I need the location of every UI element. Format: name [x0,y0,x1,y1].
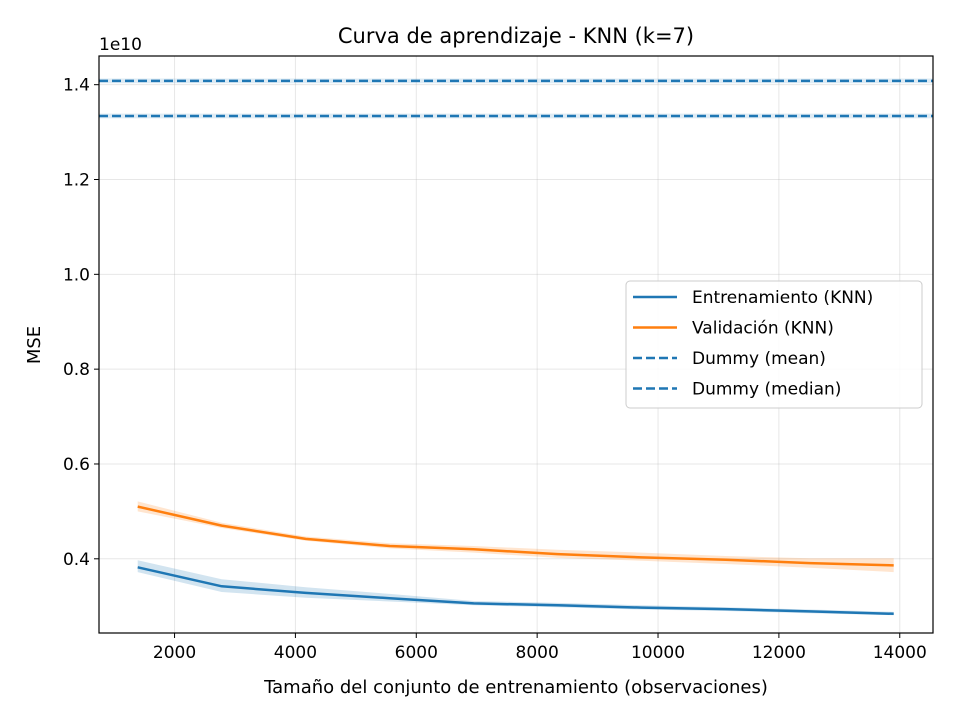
plot-area-frame [98,55,934,634]
x-tick-label: 4000 [274,643,317,663]
x-tick-label: 8000 [516,643,559,663]
series-line-0 [137,566,894,616]
y-tick-label: 0.4 [63,550,90,570]
x-tick-label: 14000 [873,643,927,663]
x-axis-ticks: 2000 4000 6000 8000 10000 12000 14000 [153,633,927,663]
x-axis-label: Tamaño del conjunto de entrenamiento (ob… [263,677,768,698]
y-axis-label: MSE [24,326,45,364]
series-line-1 [137,505,894,567]
y-tick-label: 0.6 [63,455,90,475]
y-axis-ticks: 0.4 0.6 0.8 1.0 1.2 1.4 [63,76,99,570]
legend-label-2: Dummy (mean) [692,349,826,369]
y-tick-label: 1.4 [63,76,90,96]
y-tick-label: 1.2 [63,171,90,191]
x-tick-label: 2000 [153,643,196,663]
x-tick-label: 6000 [395,643,438,663]
legend-label-1: Validación (KNN) [692,319,834,339]
x-tick-label: 10000 [631,643,685,663]
legend-label-0: Entrenamiento (KNN) [692,288,873,308]
x-tick-label: 12000 [752,643,806,663]
legend: Entrenamiento (KNN) Validación (KNN) Dummy… [625,280,923,409]
chart-title: Curva de aprendizaje - KNN (k=7) [338,24,694,48]
y-offset-label: 1e10 [99,35,142,55]
legend-label-3: Dummy (median) [692,380,841,400]
series-lines [99,79,933,616]
legend-box [625,280,923,409]
y-tick-label: 0.8 [63,360,90,380]
y-tick-label: 1.0 [63,265,90,285]
